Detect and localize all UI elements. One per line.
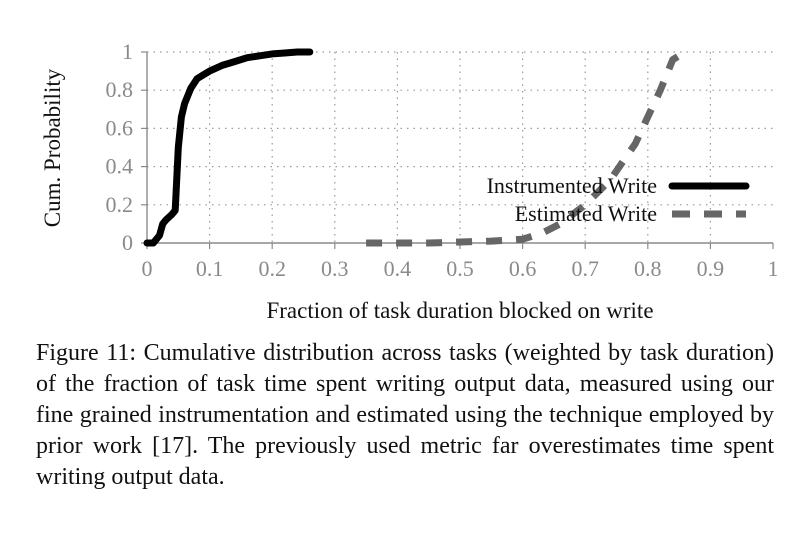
x-tick-label: 0.3 bbox=[321, 256, 349, 281]
x-tick-label: 0.1 bbox=[196, 256, 224, 281]
x-tick-label: 0.9 bbox=[697, 256, 725, 281]
grid-lines bbox=[147, 51, 773, 243]
series-line-1 bbox=[143, 48, 314, 247]
x-tick-label: 1 bbox=[768, 256, 779, 281]
y-tick-label: 1 bbox=[122, 39, 133, 64]
y-tick-label: 0 bbox=[122, 230, 133, 255]
x-tick-label: 0 bbox=[142, 256, 153, 281]
legend-label: Instrumented Write bbox=[487, 173, 657, 198]
x-tick-label: 0.2 bbox=[258, 256, 286, 281]
x-axis-title: Fraction of task duration blocked on wri… bbox=[266, 298, 653, 323]
x-tick-label: 0.7 bbox=[571, 256, 599, 281]
legend-label: Estimated Write bbox=[515, 201, 657, 226]
y-tick-label: 0.2 bbox=[106, 192, 134, 217]
x-tick-label: 0.4 bbox=[384, 256, 412, 281]
x-tick-label: 0.6 bbox=[509, 256, 537, 281]
legend: Instrumented Write Estimated Write bbox=[487, 173, 750, 226]
x-tick-label: 0.5 bbox=[446, 256, 474, 281]
cdf-chart: 0 0.1 0.2 0.3 0.4 0.5 0.6 0.7 0.8 0.9 1 0 0.2 0.4 0.6… bbox=[40, 39, 779, 323]
figure-caption: Figure 11: Cumulative distribution acros… bbox=[36, 340, 774, 490]
axes bbox=[141, 51, 774, 249]
x-tick-label: 0.8 bbox=[634, 256, 662, 281]
y-tick-labels: 0 0.2 0.4 0.6 0.8 1 bbox=[106, 39, 134, 255]
series-lines bbox=[143, 48, 688, 247]
y-tick-label: 0.6 bbox=[106, 115, 134, 140]
series-line-2 bbox=[366, 49, 688, 247]
y-tick-label: 0.8 bbox=[106, 77, 134, 102]
y-axis-title: Cum. Probability bbox=[40, 68, 65, 227]
x-tick-labels: 0 0.1 0.2 0.3 0.4 0.5 0.6 0.7 0.8 0.9 1 bbox=[142, 256, 779, 281]
y-tick-label: 0.4 bbox=[106, 154, 134, 179]
